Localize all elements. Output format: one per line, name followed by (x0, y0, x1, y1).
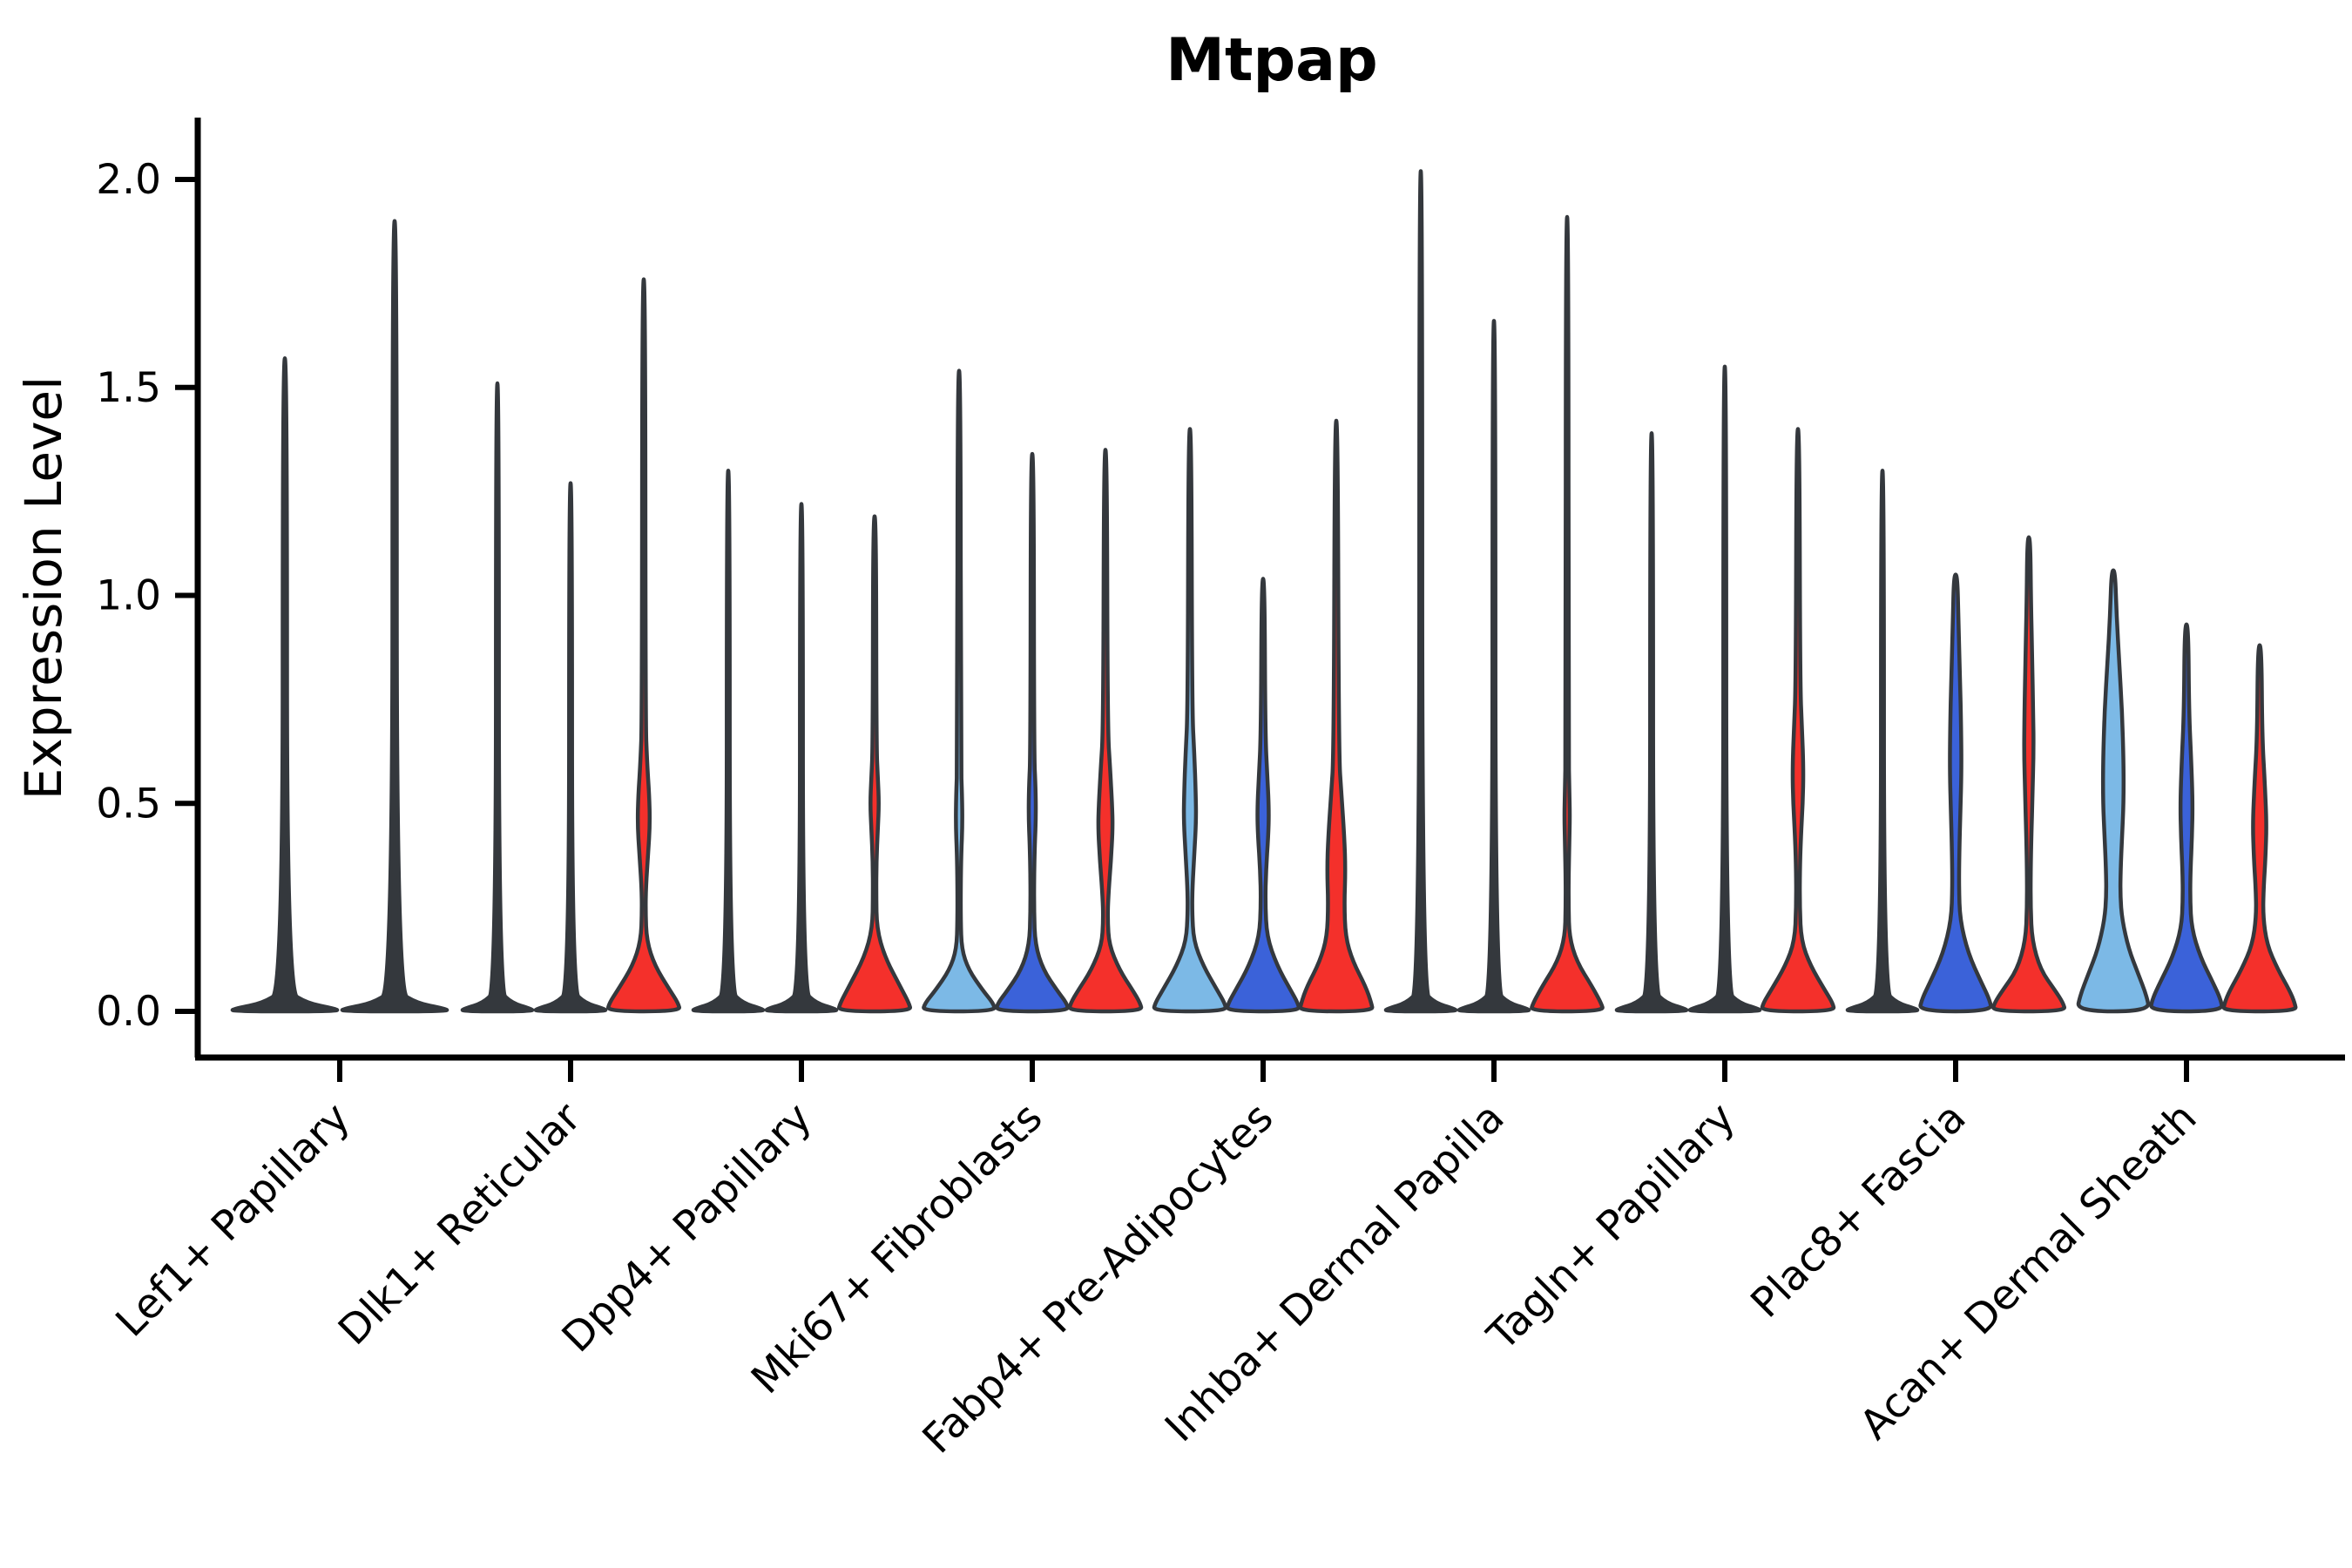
y-tick-label-0.5: 0.5 (96, 780, 161, 828)
x-category-label-tagln-papillary: Tagln+ Papillary (1478, 1094, 1745, 1361)
violin-lef1-papillary-series_2 (340, 219, 449, 1014)
violin-acan-dermal-sheath-series_2 (2149, 622, 2224, 1014)
violin-dpp4-papillary-series_3 (837, 514, 912, 1014)
x-category-label-plac8-fascia: Plac8+ Fascia (1742, 1094, 1976, 1328)
x-category-label-dpp4-papillary: Dpp4+ Papillary (553, 1094, 821, 1362)
violin-lef1-papillary-series_1 (230, 356, 340, 1014)
violin-mki67-fibroblasts-series_1 (922, 368, 997, 1014)
y-tick-label-0.0: 0.0 (96, 988, 161, 1036)
violin-acan-dermal-sheath-series_1 (2076, 568, 2151, 1014)
violin-plac8-fascia-series_1 (1845, 469, 1920, 1014)
violin-dlk1-reticular-series_3 (606, 277, 681, 1014)
violin-mki67-fibroblasts-series_2 (995, 451, 1070, 1014)
violin-inhba-dermal-papilla-series_2 (1456, 319, 1531, 1014)
plot-title: Mtpap (1166, 26, 1377, 95)
violin-dlk1-reticular-series_1 (460, 381, 535, 1014)
violin-plac8-fascia-series_3 (1991, 535, 2066, 1014)
violins-layer (230, 169, 2298, 1014)
x-category-label-dlk1-reticular: Dlk1+ Reticular (329, 1093, 591, 1355)
violin-acan-dermal-sheath-series_3 (2221, 643, 2298, 1014)
violin-dpp4-papillary-series_2 (764, 502, 839, 1014)
violin-dlk1-reticular-series_2 (533, 481, 608, 1014)
x-category-label-lef1-papillary: Lef1+ Papillary (107, 1094, 360, 1347)
violin-fabp4-pre-adipocytes-series_3 (1298, 418, 1375, 1014)
violin-tagln-papillary-series_3 (1760, 427, 1836, 1014)
violin-inhba-dermal-papilla-series_1 (1383, 169, 1458, 1014)
y-tick-label-2.0: 2.0 (96, 156, 161, 204)
axes-layer (194, 118, 2345, 1061)
y-tick-label-1.5: 1.5 (96, 364, 161, 412)
violin-inhba-dermal-papilla-series_3 (1530, 214, 1605, 1014)
violin-tagln-papillary-series_1 (1614, 431, 1689, 1014)
violin-tagln-papillary-series_2 (1687, 364, 1762, 1014)
y-tick-label-1.0: 1.0 (96, 572, 161, 620)
violin-plac8-fascia-series_2 (1918, 572, 1993, 1014)
y-axis-label: Expression Level (14, 376, 73, 800)
violin-fabp4-pre-adipocytes-series_2 (1225, 577, 1301, 1014)
violin-fabp4-pre-adipocytes-series_1 (1152, 427, 1228, 1014)
violin-mki67-fibroblasts-series_3 (1067, 448, 1144, 1014)
violin-dpp4-papillary-series_1 (691, 469, 766, 1014)
